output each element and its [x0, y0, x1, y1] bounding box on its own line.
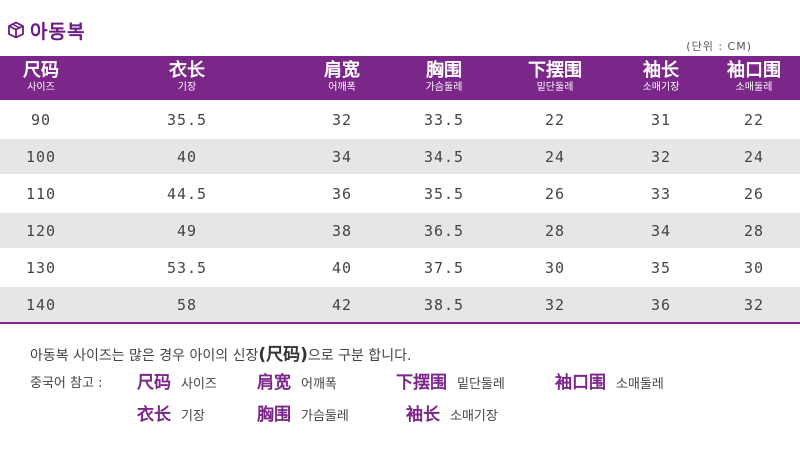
table-cell: 120 [0, 212, 82, 249]
reference-item: 肩宽 어깨폭 [257, 373, 337, 393]
table-cell: 36 [614, 286, 708, 324]
header-hem: 下摆围 밑단둘레 [496, 56, 614, 101]
table-cell: 30 [708, 249, 800, 286]
note-text-before: 아동복 사이즈는 많은 경우 아이의 신장 [30, 348, 259, 364]
table-row: 130 53.5 40 37.5 30 35 30 [0, 249, 800, 286]
table-cell: 33.5 [392, 101, 496, 138]
table-cell: 35.5 [82, 101, 292, 138]
page-title: 아동복 [6, 16, 85, 44]
table-cell: 130 [0, 249, 82, 286]
size-note: 아동복 사이즈는 많은 경우 아이의 신장(尺码)으로 구분 합니다. [30, 340, 411, 365]
size-table: 尺码 사이즈 衣长 기장 肩宽 어깨폭 胸围 가슴둘레 下摆围 밑단둘레 袖长 소매기장 袖… [0, 56, 800, 324]
table-cell: 44.5 [82, 175, 292, 212]
reference-item: 袖口围 소매둘레 [555, 373, 664, 393]
table-cell: 140 [0, 286, 82, 324]
reference-item: 衣长 기장 [137, 405, 205, 425]
header-shoulder: 肩宽 어깨폭 [292, 56, 392, 101]
table-cell: 100 [0, 138, 82, 175]
table-cell: 36.5 [392, 212, 496, 249]
table-row: 100 40 34 34.5 24 32 24 [0, 138, 800, 175]
table-header-row: 尺码 사이즈 衣长 기장 肩宽 어깨폭 胸围 가슴둘레 下摆围 밑단둘레 袖长 소매기장 袖… [0, 56, 800, 101]
table-cell: 28 [708, 212, 800, 249]
table-cell: 40 [82, 138, 292, 175]
header-length: 衣长 기장 [82, 56, 292, 101]
table-row: 110 44.5 36 35.5 26 33 26 [0, 175, 800, 212]
table-cell: 53.5 [82, 249, 292, 286]
table-row: 90 35.5 32 33.5 22 31 22 [0, 101, 800, 138]
table-cell: 34 [292, 138, 392, 175]
table-cell: 38 [292, 212, 392, 249]
reference-lead: 중국어 참고 : [30, 376, 103, 391]
box-icon [6, 20, 26, 40]
table-cell: 22 [496, 101, 614, 138]
table-cell: 42 [292, 286, 392, 324]
table-cell: 49 [82, 212, 292, 249]
table-cell: 37.5 [392, 249, 496, 286]
table-cell: 58 [82, 286, 292, 324]
reference-item: 袖长 소매기장 [406, 405, 498, 425]
table-cell: 38.5 [392, 286, 496, 324]
table-cell: 28 [496, 212, 614, 249]
table-cell: 30 [496, 249, 614, 286]
reference-item: 下摆围 밑단둘레 [396, 373, 505, 393]
table-cell: 24 [496, 138, 614, 175]
table-cell: 90 [0, 101, 82, 138]
table-cell: 33 [614, 175, 708, 212]
note-text-after: 으로 구분 합니다. [307, 348, 412, 364]
table-cell: 32 [614, 138, 708, 175]
table-cell: 32 [708, 286, 800, 324]
page-title-text: 아동복 [30, 20, 86, 43]
note-highlight: (尺码) [258, 345, 308, 365]
table-cell: 31 [614, 101, 708, 138]
table-cell: 40 [292, 249, 392, 286]
table-cell: 36 [292, 175, 392, 212]
table-row: 140 58 42 38.5 32 36 32 [0, 286, 800, 324]
table-cell: 26 [708, 175, 800, 212]
table-cell: 24 [708, 138, 800, 175]
table-cell: 22 [708, 101, 800, 138]
table-row: 120 49 38 36.5 28 34 28 [0, 212, 800, 249]
header-sleeve-length: 袖长 소매기장 [614, 56, 708, 101]
table-cell: 110 [0, 175, 82, 212]
header-chest: 胸围 가슴둘레 [392, 56, 496, 101]
reference-item: 尺码 사이즈 [137, 373, 217, 393]
table-cell: 34.5 [392, 138, 496, 175]
header-size: 尺码 사이즈 [0, 56, 82, 101]
table-cell: 32 [496, 286, 614, 324]
header-cuff: 袖口围 소매둘레 [708, 56, 800, 101]
table-cell: 32 [292, 101, 392, 138]
table-cell: 26 [496, 175, 614, 212]
reference-item: 胸围 가슴둘레 [257, 405, 349, 425]
table-cell: 34 [614, 212, 708, 249]
unit-label: (단위 : CM) [686, 40, 752, 53]
table-cell: 35.5 [392, 175, 496, 212]
table-cell: 35 [614, 249, 708, 286]
